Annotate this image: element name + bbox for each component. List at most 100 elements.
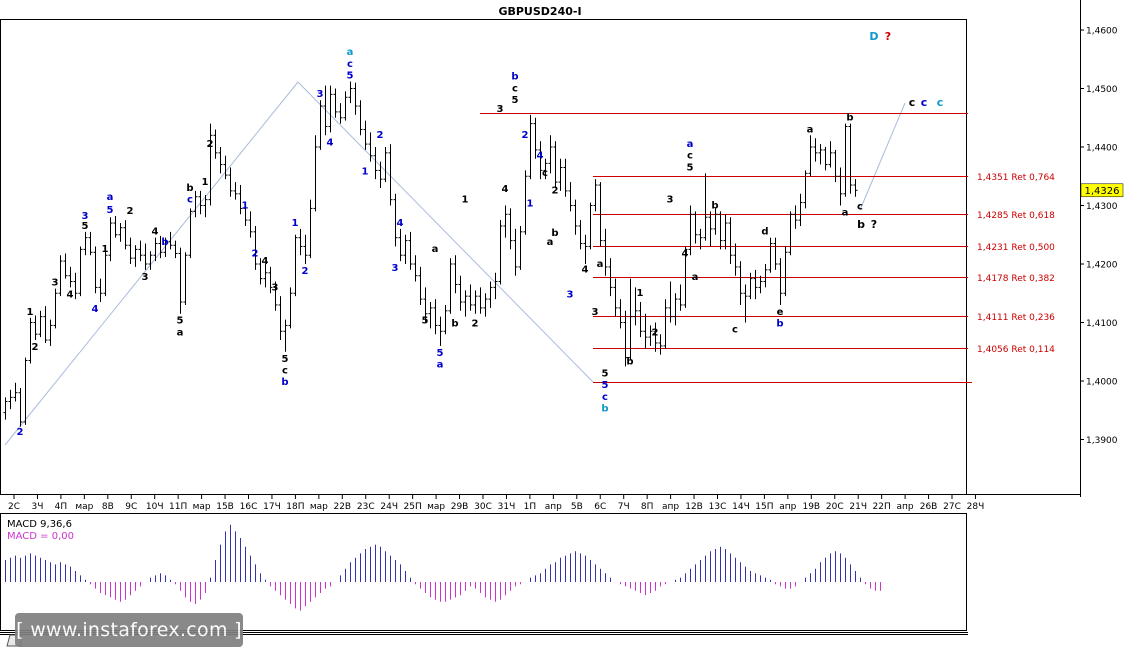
ohlc-bar xyxy=(428,302,433,329)
wave-labels: 212345345a1234b5acb1212435cb12345ca12345… xyxy=(17,30,944,438)
wave-label: b xyxy=(161,237,168,248)
ohlc-bar xyxy=(528,114,533,180)
wave-label: 4 xyxy=(502,184,509,195)
ohlc-bar xyxy=(308,199,313,259)
ohlc-bar xyxy=(443,304,448,335)
ohlc-bar xyxy=(63,253,68,279)
ohlc-bar xyxy=(223,155,228,180)
wave-label: a xyxy=(842,208,849,219)
ohlc-bar xyxy=(508,208,513,250)
ohlc-bar xyxy=(288,287,293,329)
price-tick-label: 1,4200 xyxy=(1086,261,1118,271)
ohlc-bar xyxy=(38,310,43,338)
ohlc-bar xyxy=(513,228,518,276)
time-tick-label: мар xyxy=(427,502,445,512)
wave-label: 3 xyxy=(392,263,399,274)
wave-label: 3 xyxy=(272,282,279,293)
ohlc-bar xyxy=(688,205,693,256)
wave-label: 3 xyxy=(667,195,674,206)
ohlc-bar xyxy=(303,234,308,264)
wave-label: c xyxy=(732,325,738,336)
ohlc-bar xyxy=(393,193,398,247)
wave-label: 5 xyxy=(512,95,519,106)
wave-label: e xyxy=(777,307,784,318)
wave-label: a xyxy=(547,237,554,248)
ohlc-bar xyxy=(413,255,418,282)
wave-label: 3 xyxy=(317,89,324,100)
ohlc-bar xyxy=(838,167,843,206)
ohlc-bar xyxy=(153,237,158,262)
wave-label: 1 xyxy=(27,307,34,318)
ohlc-bar xyxy=(298,228,303,256)
wave-label: 3 xyxy=(142,272,149,283)
ohlc-bar xyxy=(808,135,813,177)
wave-label: b xyxy=(511,72,518,83)
ohlc-bar xyxy=(523,170,528,235)
trend-line-projection xyxy=(859,102,906,211)
ohlc-bar xyxy=(108,217,113,262)
ohlc-bar xyxy=(598,182,603,247)
wave-label: 4 xyxy=(682,248,689,259)
time-tick-label: 15П xyxy=(755,502,773,512)
time-tick-label: 11П xyxy=(169,502,187,512)
price-axis: 1,4600 1,4500 1,4400 1,4300 1,4200 1,4100 1,40… xyxy=(1080,27,1118,446)
ohlc-bar xyxy=(653,322,658,352)
ohlc-bar xyxy=(478,287,483,314)
wave-label: 4 xyxy=(397,218,404,229)
ohlc-bar xyxy=(763,264,768,288)
ohlc-bar xyxy=(148,251,153,270)
time-tick-label: 18П xyxy=(286,502,304,512)
ohlc-bar xyxy=(343,91,348,121)
time-tick-label: апр xyxy=(779,502,796,512)
ohlc-bar xyxy=(23,357,28,425)
ohlc-bar xyxy=(638,302,643,338)
ohlc-bar xyxy=(463,290,468,317)
time-tick-label: 1П xyxy=(524,502,537,512)
ohlc-bar xyxy=(668,281,673,323)
ohlc-bar xyxy=(178,247,183,314)
projection-label: c xyxy=(921,96,928,109)
wave-label: a xyxy=(597,259,604,270)
fibo-label: 1,4111 Ret 0,236 xyxy=(977,313,1055,323)
ohlc-bar xyxy=(73,272,78,300)
time-tick-label: 22В xyxy=(333,502,351,512)
ohlc-bar xyxy=(798,193,803,226)
ohlc-bar xyxy=(458,275,463,311)
ohlc-bar xyxy=(58,255,63,297)
ohlc-bar xyxy=(828,141,833,168)
wave-label: c xyxy=(282,365,288,376)
ohlc-bar xyxy=(78,246,83,297)
ohlc-bar xyxy=(733,243,738,276)
ohlc-bar xyxy=(773,237,778,270)
wave-label: 5 xyxy=(282,354,289,365)
ohlc-bar xyxy=(613,278,618,317)
time-tick-label: 14Ч xyxy=(732,502,750,512)
ohlc-bar xyxy=(283,319,288,352)
ohlc-bar xyxy=(498,220,503,285)
ohlc-bar xyxy=(163,237,168,257)
price-tick-label: 1,4300 xyxy=(1086,202,1118,212)
wave-label: 4 xyxy=(92,304,99,315)
fibo-label: 1,4231 Ret 0,500 xyxy=(977,243,1055,253)
ohlc-bar xyxy=(788,211,793,256)
ohlc-bar xyxy=(398,228,403,262)
ohlc-bar xyxy=(743,284,748,323)
wave-label: d xyxy=(761,227,768,238)
ohlc-bar xyxy=(218,147,223,174)
ohlc-bar xyxy=(748,272,753,300)
wave-label: 5 xyxy=(602,368,609,379)
wave-label: 5 xyxy=(687,162,694,173)
time-tick-label: 7Ч xyxy=(618,502,630,512)
ohlc-bar xyxy=(493,272,498,300)
ohlc-bar xyxy=(563,158,568,197)
ohlc-bar xyxy=(158,235,163,259)
ohlc-bar xyxy=(753,269,758,300)
wave-label: a xyxy=(687,139,694,150)
ohlc-bar xyxy=(738,261,743,305)
ohlc-bar xyxy=(483,293,488,317)
ohlc-bar xyxy=(328,85,333,133)
ohlc-bar xyxy=(238,185,243,215)
ohlc-bar xyxy=(618,299,623,329)
time-tick-label: 30С xyxy=(474,502,492,512)
